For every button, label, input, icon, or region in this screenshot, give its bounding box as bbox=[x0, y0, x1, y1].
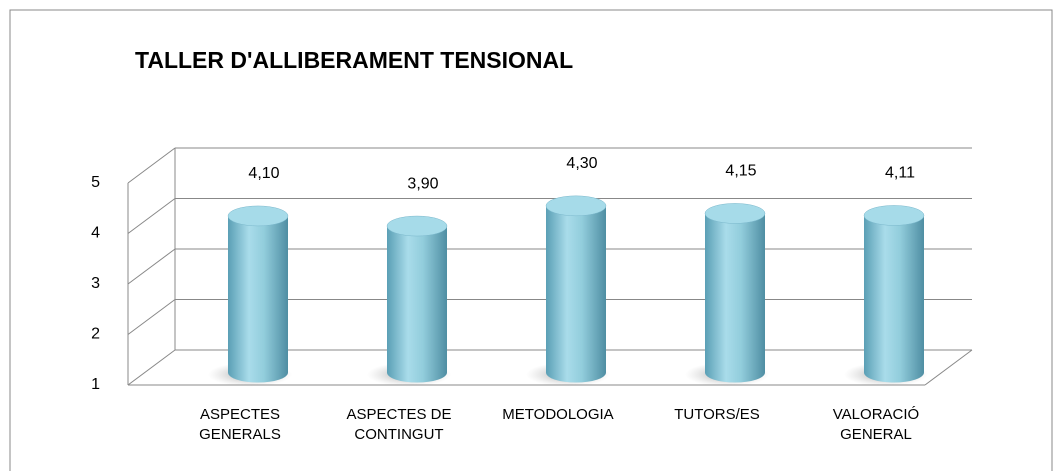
data-label: 4,11 bbox=[885, 165, 915, 182]
bar bbox=[228, 215, 288, 383]
bar-top bbox=[863, 205, 925, 226]
bar-top bbox=[386, 215, 448, 237]
bar bbox=[705, 213, 765, 383]
chart-title: TALLER D'ALLIBERAMENT TENSIONAL bbox=[135, 47, 573, 73]
x-tick-label: METODOLOGIA bbox=[502, 406, 614, 423]
data-label: 4,30 bbox=[566, 155, 597, 172]
bar-top bbox=[545, 195, 607, 217]
axis-line bbox=[924, 349, 973, 386]
bar bbox=[864, 215, 924, 383]
grid-line bbox=[127, 349, 176, 386]
data-label: 4,10 bbox=[248, 165, 279, 182]
x-tick-label: ASPECTES DE CONTINGUT bbox=[346, 406, 452, 443]
y-tick-label: 3 bbox=[91, 275, 100, 292]
x-tick-label: VALORACIÓ GENERAL bbox=[832, 406, 920, 443]
bar bbox=[546, 205, 606, 383]
y-tick-label: 4 bbox=[91, 225, 100, 242]
bar-top bbox=[704, 203, 766, 224]
grid-line bbox=[127, 147, 176, 184]
y-tick-label: 5 bbox=[91, 174, 100, 191]
bar-top bbox=[227, 205, 289, 227]
x-tick-label: ASPECTES GENERALS bbox=[199, 406, 281, 443]
data-label: 4,15 bbox=[725, 163, 756, 180]
y-tick-label: 1 bbox=[91, 376, 100, 393]
data-label: 3,90 bbox=[407, 175, 438, 192]
grid-line bbox=[127, 198, 176, 234]
x-tick-label: TUTORS/ES bbox=[674, 406, 760, 423]
y-tick-label: 2 bbox=[91, 326, 100, 343]
grid-line bbox=[127, 248, 176, 285]
grid-line bbox=[127, 299, 176, 335]
bar bbox=[387, 226, 447, 383]
